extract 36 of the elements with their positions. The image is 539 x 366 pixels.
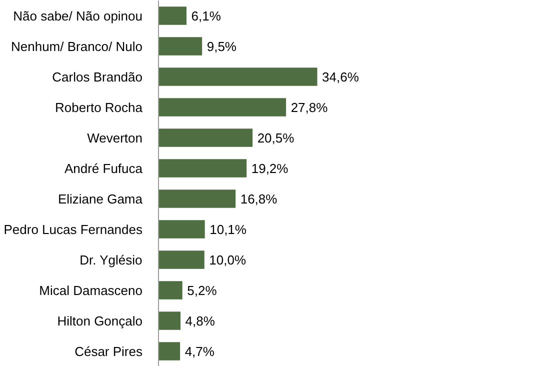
bar <box>158 250 204 269</box>
data-label: 19,2% <box>251 160 289 176</box>
y-tick-label: Hilton Gonçalo <box>57 313 143 328</box>
bar <box>158 190 236 208</box>
bar <box>158 312 181 330</box>
y-tick-label: Weverton <box>87 130 143 146</box>
bar <box>158 281 182 300</box>
y-tick-label: Nenhum/ Branco/ Nulo <box>10 38 143 54</box>
y-tick-label: Eliziane Gama <box>58 191 144 206</box>
data-label: 20,5% <box>257 130 295 146</box>
data-label: 9,5% <box>206 38 237 54</box>
y-tick-label: André Fufuca <box>64 160 144 176</box>
bar <box>158 220 205 238</box>
data-label: 27,8% <box>290 100 328 115</box>
y-tick-label: Pedro Lucas Fernandes <box>4 222 143 237</box>
y-tick-label: Dr. Yglésio <box>80 252 142 268</box>
bar <box>158 68 318 86</box>
data-label: 16,8% <box>240 191 278 206</box>
y-tick-label: César Pires <box>74 344 143 359</box>
bar <box>158 6 186 25</box>
y-tick-label: Mical Damasceno <box>39 282 143 298</box>
data-label: 4,7% <box>184 344 215 359</box>
y-tick-label: Carlos Brandão <box>52 69 142 84</box>
bar <box>158 159 247 178</box>
bar <box>158 37 202 56</box>
data-label: 5,2% <box>187 282 218 298</box>
data-label: 34,6% <box>322 69 360 84</box>
data-label: 10,1% <box>210 222 247 237</box>
bar <box>158 98 286 116</box>
data-label: 6,1% <box>191 8 222 24</box>
bar <box>158 128 253 147</box>
data-label: 4,8% <box>185 313 216 328</box>
data-label: 10,0% <box>209 252 246 268</box>
bar <box>158 342 180 360</box>
y-tick-label: Roberto Rocha <box>55 100 144 115</box>
y-tick-label: Não sabe/ Não opinou <box>13 8 143 24</box>
